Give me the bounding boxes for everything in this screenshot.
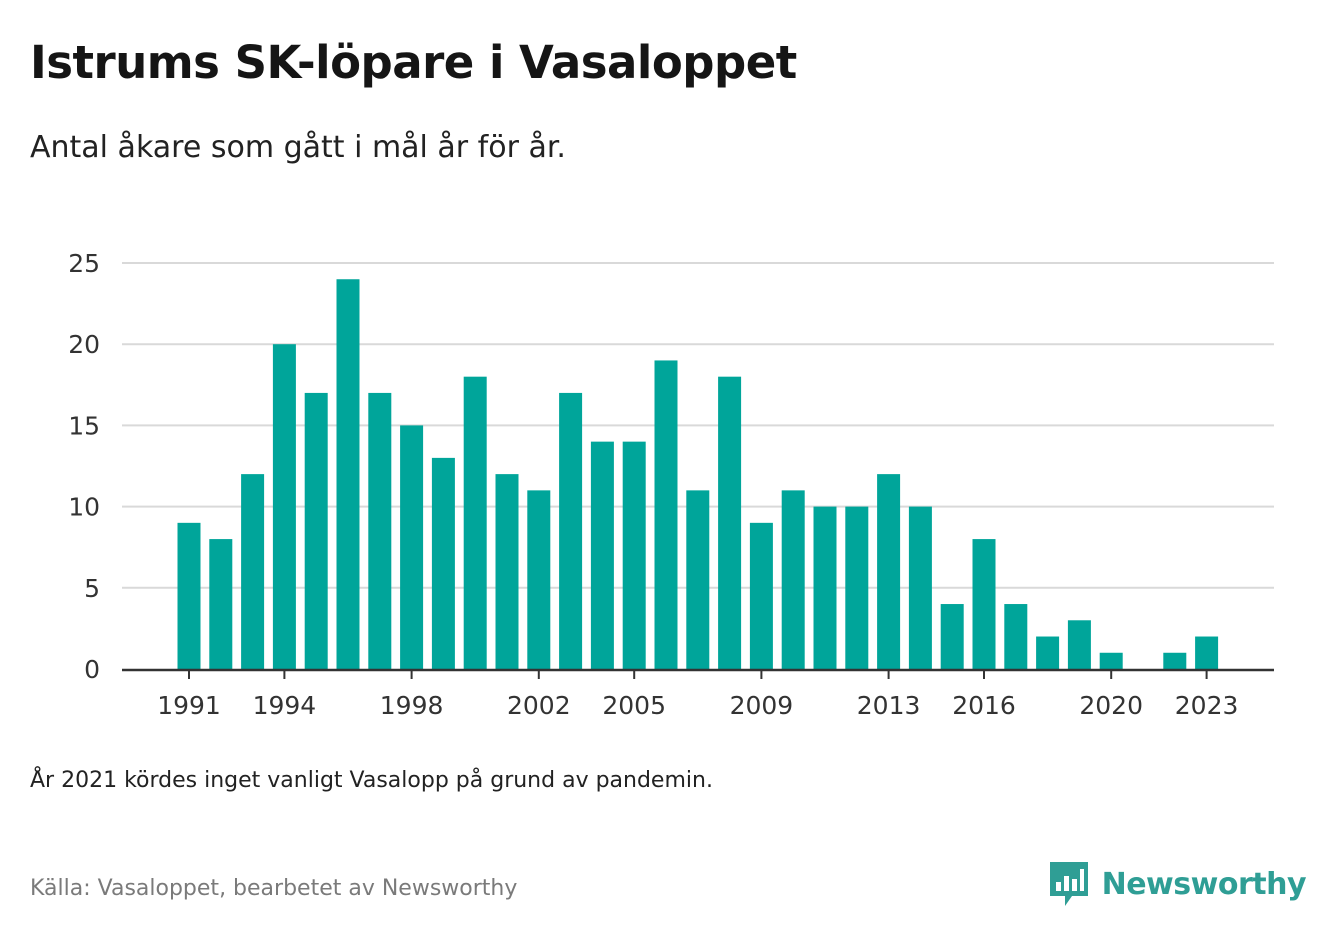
bar-2006 bbox=[654, 360, 678, 669]
x-tick-label: 2005 bbox=[602, 691, 666, 720]
bar-2005 bbox=[622, 441, 646, 669]
x-tick-label: 2020 bbox=[1079, 691, 1143, 720]
brand-name: Newsworthy bbox=[1101, 866, 1307, 902]
bar-2020 bbox=[1099, 652, 1123, 669]
y-tick-label: 20 bbox=[68, 330, 100, 359]
bar-2004 bbox=[590, 441, 614, 669]
chart-title: Istrums SK-löpare i Vasaloppet bbox=[30, 36, 797, 89]
brand-logo: Newsworthy bbox=[1048, 860, 1307, 908]
bar-1991 bbox=[177, 522, 201, 669]
x-tick-label: 2013 bbox=[857, 691, 921, 720]
bar-1999 bbox=[431, 457, 455, 669]
bar-2011 bbox=[813, 506, 837, 669]
x-tick-label: 1994 bbox=[253, 691, 317, 720]
bar-2008 bbox=[718, 376, 742, 669]
bar-2009 bbox=[749, 522, 773, 669]
bar-2001 bbox=[495, 474, 519, 669]
bar-2003 bbox=[559, 392, 583, 669]
y-tick-label: 10 bbox=[68, 493, 100, 522]
bar-2019 bbox=[1067, 620, 1091, 669]
x-tick-label: 1998 bbox=[380, 691, 444, 720]
bar-2012 bbox=[845, 506, 869, 669]
bar-chart: 0 5 10 15 20 25 1991 1994 1998 2002 2005 2009 2013 20… bbox=[68, 249, 1274, 720]
bar-1996 bbox=[336, 279, 360, 669]
bar-2016 bbox=[972, 539, 996, 669]
bar-2010 bbox=[781, 490, 805, 669]
y-tick-label: 25 bbox=[68, 249, 100, 278]
chart-note: År 2021 kördes inget vanligt Vasalopp på… bbox=[30, 768, 713, 793]
bar-1995 bbox=[304, 392, 328, 669]
bar-1993 bbox=[241, 474, 265, 669]
bar-2022 bbox=[1163, 652, 1187, 669]
bar-2002 bbox=[527, 490, 551, 669]
bar-2013 bbox=[877, 474, 901, 669]
y-tick-label: 15 bbox=[68, 411, 100, 440]
source-text: Källa: Vasaloppet, bearbetet av Newswort… bbox=[30, 876, 518, 901]
x-tick-label: 1991 bbox=[157, 691, 221, 720]
y-tick-label: 0 bbox=[84, 655, 100, 684]
bar-2000 bbox=[463, 376, 487, 669]
bar-2007 bbox=[686, 490, 710, 669]
bar-2018 bbox=[1036, 636, 1060, 669]
bar-1997 bbox=[368, 392, 392, 669]
bar-2023 bbox=[1195, 636, 1219, 669]
bar-1994 bbox=[272, 344, 296, 669]
bar-2014 bbox=[908, 506, 932, 669]
bar-2015 bbox=[940, 604, 964, 669]
bar-1998 bbox=[400, 425, 424, 669]
x-tick-label: 2002 bbox=[507, 691, 571, 720]
x-tick-label: 2016 bbox=[952, 691, 1016, 720]
bar-1992 bbox=[209, 539, 233, 669]
x-tick-label: 2023 bbox=[1175, 691, 1239, 720]
newsworthy-logo-icon bbox=[1049, 862, 1088, 906]
bar-2017 bbox=[1004, 604, 1028, 669]
x-tick-label: 2009 bbox=[730, 691, 794, 720]
chart-subtitle: Antal åkare som gått i mål år för år. bbox=[30, 130, 566, 165]
y-tick-label: 5 bbox=[84, 574, 100, 603]
